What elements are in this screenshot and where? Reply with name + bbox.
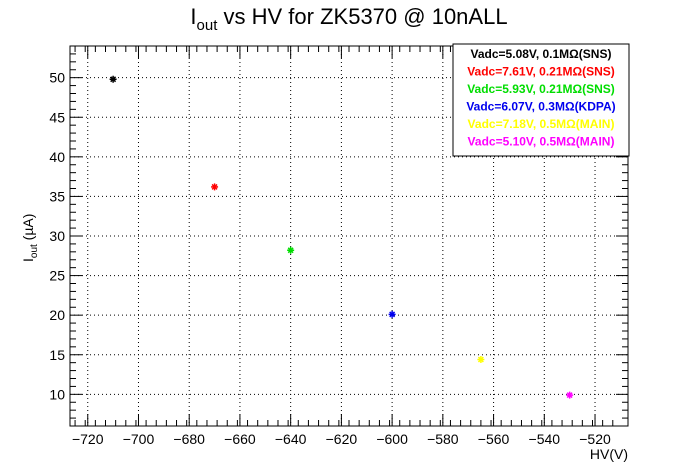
y-tick-labels: 10 15 20 25 30 35 40 45 50 [49, 70, 65, 403]
x-tick-label: −540 [529, 431, 561, 447]
legend-entry: Vadc=5.10V, 0.5MΩ(MAIN) [468, 135, 615, 149]
chart-title: Iout vs HV for ZK5370 @ 10nALL [190, 4, 507, 34]
data-point-stroke [211, 183, 218, 190]
x-tick-label: −560 [478, 431, 510, 447]
x-tick-label: −520 [579, 431, 611, 447]
legend-box [452, 43, 630, 157]
y-tick-label: 15 [49, 347, 65, 363]
legend-entry: Vadc=7.61V, 0.21MΩ(SNS) [467, 65, 615, 79]
x-axis-label: HV(V) [590, 446, 628, 462]
y-tick-label: 35 [49, 188, 65, 204]
data-point-stroke [110, 76, 117, 83]
legend-entry: Vadc=7.18V, 0.5MΩ(MAIN) [468, 117, 615, 131]
y-axis-label-sub: out [29, 244, 40, 258]
chart-title-main: I [190, 4, 196, 29]
data-point [566, 391, 574, 399]
y-tick-label: 40 [49, 149, 65, 165]
x-tick-label: −720 [72, 431, 104, 447]
y-axis-label: Iout (µA) [20, 214, 40, 262]
x-tick-label: −620 [326, 431, 358, 447]
y-tick-label: 20 [49, 307, 65, 323]
x-tick-label: −580 [427, 431, 459, 447]
y-axis-label-rest: (µA) [20, 214, 36, 245]
legend-entries: Vadc=5.08V, 0.1MΩ(SNS) Vadc=7.61V, 0.21MΩ… [466, 47, 615, 149]
legend-entry: Vadc=5.08V, 0.1MΩ(SNS) [471, 47, 612, 61]
data-point [109, 75, 117, 83]
y-tick-label: 50 [49, 70, 65, 86]
data-point [477, 356, 485, 363]
x-tick-label: −680 [173, 431, 205, 447]
data-points [109, 75, 574, 399]
y-tick-label: 30 [49, 228, 65, 244]
data-point [287, 246, 295, 254]
y-axis-label-main: I [20, 258, 36, 262]
data-point-stroke [389, 311, 396, 318]
data-point-stroke [566, 392, 573, 399]
legend-entry: Vadc=5.93V, 0.21MΩ(SNS) [467, 82, 615, 96]
x-tick-label: −700 [123, 431, 155, 447]
y-tick-label: 45 [49, 109, 65, 125]
data-point-stroke [477, 356, 484, 363]
data-point [211, 183, 219, 191]
data-point-stroke [287, 247, 294, 254]
data-point [388, 310, 396, 318]
x-tick-label: −660 [224, 431, 256, 447]
legend-entry: Vadc=6.07V, 0.3MΩ(KDPA) [466, 100, 615, 114]
chart-title-rest: vs HV for ZK5370 @ 10nALL [217, 4, 507, 29]
legend: Vadc=5.08V, 0.1MΩ(SNS) Vadc=7.61V, 0.21MΩ… [452, 43, 630, 157]
x-tick-labels: −720 −700 −680 −660 −640 −620 −600 −580 −560 −540… [72, 431, 611, 447]
chart-title-sub: out [197, 17, 219, 34]
x-tick-label: −640 [275, 431, 307, 447]
y-tick-label: 25 [49, 268, 65, 284]
y-tick-label: 10 [49, 386, 65, 402]
x-tick-label: −600 [376, 431, 408, 447]
